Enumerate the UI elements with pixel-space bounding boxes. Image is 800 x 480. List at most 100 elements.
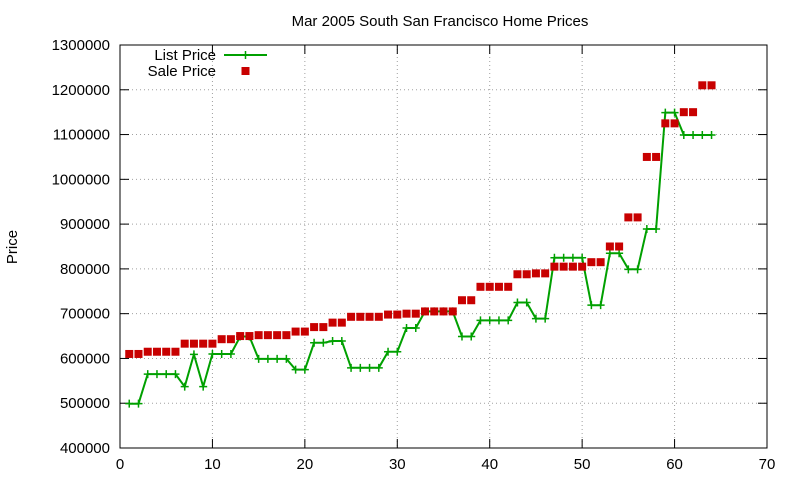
list-price-point	[328, 336, 337, 345]
sale-price-point	[208, 339, 217, 348]
sale-price-point	[337, 318, 346, 327]
sale-price-point	[467, 296, 476, 305]
list-price-point	[541, 314, 550, 323]
list-price-point	[291, 365, 300, 374]
y-tick-label: 1000000	[52, 171, 110, 188]
list-price-line	[129, 111, 712, 405]
list-price-point	[226, 349, 235, 358]
sale-price-point	[596, 258, 605, 267]
series-layer	[125, 81, 716, 408]
sale-price-point	[152, 347, 161, 356]
list-price-point	[531, 314, 540, 323]
y-tick-label: 1300000	[52, 37, 110, 54]
sale-price-point	[263, 331, 272, 340]
list-price-point	[550, 253, 559, 262]
sale-price-point	[236, 332, 245, 341]
sale-price-point	[541, 269, 550, 278]
sale-price-point	[171, 347, 180, 356]
list-price-point	[180, 382, 189, 391]
sale-price-point	[448, 307, 457, 316]
sale-price-point	[402, 309, 411, 318]
sale-price-point	[522, 270, 531, 279]
sale-price-point	[143, 347, 152, 356]
sale-price-point	[347, 312, 356, 321]
legend: List Price Sale Price	[148, 47, 267, 80]
list-price-point	[670, 108, 679, 117]
sale-price-point	[374, 312, 383, 321]
list-price-point	[559, 253, 568, 262]
y-tick-label: 400000	[60, 440, 110, 457]
sale-price-point	[384, 310, 393, 319]
list-price-point	[642, 225, 651, 234]
x-tick-label: 50	[574, 456, 591, 473]
list-price-point	[633, 265, 642, 274]
list-price-point	[402, 323, 411, 332]
list-price-point	[522, 298, 531, 307]
list-price-point	[273, 354, 282, 363]
x-tick-label: 10	[204, 456, 221, 473]
sale-price-point	[226, 335, 235, 344]
grid-lines	[120, 45, 767, 448]
list-price-point	[707, 131, 716, 140]
list-price-point	[134, 399, 143, 408]
sale-price-point	[217, 335, 226, 344]
sale-price-point	[642, 152, 651, 161]
sale-price-point	[300, 327, 309, 336]
sale-price-point	[485, 282, 494, 291]
legend-sale-label: Sale Price	[148, 63, 216, 80]
sale-price-point	[550, 262, 559, 271]
y-tick-label: 500000	[60, 395, 110, 412]
sale-price-point	[319, 323, 328, 332]
list-price-point	[587, 301, 596, 310]
y-tick-label: 1100000	[53, 127, 110, 144]
sale-price-point	[199, 339, 208, 348]
list-price-point	[125, 399, 134, 408]
axes: 400000 500000 600000 700000 800000 900000 1000…	[52, 37, 776, 473]
sale-price-point	[504, 282, 513, 291]
sale-price-point	[162, 347, 171, 356]
legend-list-marker	[241, 51, 250, 59]
list-price-point	[365, 363, 374, 372]
sale-price-point	[568, 262, 577, 271]
list-price-point	[605, 249, 614, 258]
list-price-point	[596, 301, 605, 310]
legend-sale-marker	[241, 67, 250, 75]
list-price-point	[189, 350, 198, 359]
sale-price-point	[670, 119, 679, 128]
x-tick-label: 20	[297, 456, 314, 473]
list-price-point	[679, 131, 688, 140]
sale-price-point	[707, 81, 716, 90]
sale-price-point	[476, 282, 485, 291]
sale-price-point	[633, 213, 642, 222]
sale-price-point	[273, 331, 282, 340]
sale-price-point	[189, 339, 198, 348]
sale-price-point	[245, 332, 254, 341]
sale-price-point	[652, 152, 661, 161]
sale-price-point	[439, 307, 448, 316]
list-price-point	[485, 316, 494, 325]
list-price-point	[217, 349, 226, 358]
x-tick-label: 30	[389, 456, 406, 473]
list-price-point	[384, 347, 393, 356]
sale-price-point	[180, 339, 189, 348]
list-price-point	[393, 347, 402, 356]
sale-price-point	[393, 310, 402, 319]
list-price-point	[457, 332, 466, 341]
x-tick-label: 70	[759, 456, 776, 473]
sale-price-point	[679, 108, 688, 117]
x-tick-label: 60	[666, 456, 683, 473]
y-axis-label: Price	[4, 230, 21, 264]
list-price-point	[263, 354, 272, 363]
list-price-point	[310, 338, 319, 347]
sale-price-point	[559, 262, 568, 271]
sale-price-point	[291, 327, 300, 336]
list-price-point	[143, 370, 152, 379]
y-tick-label: 1200000	[52, 82, 110, 99]
plot-border	[119, 44, 768, 449]
list-price-point	[698, 131, 707, 140]
list-price-point	[162, 370, 171, 379]
list-price-point	[467, 332, 476, 341]
sale-price-point	[134, 349, 143, 358]
sale-price-point	[689, 108, 698, 117]
list-price-point	[171, 370, 180, 379]
